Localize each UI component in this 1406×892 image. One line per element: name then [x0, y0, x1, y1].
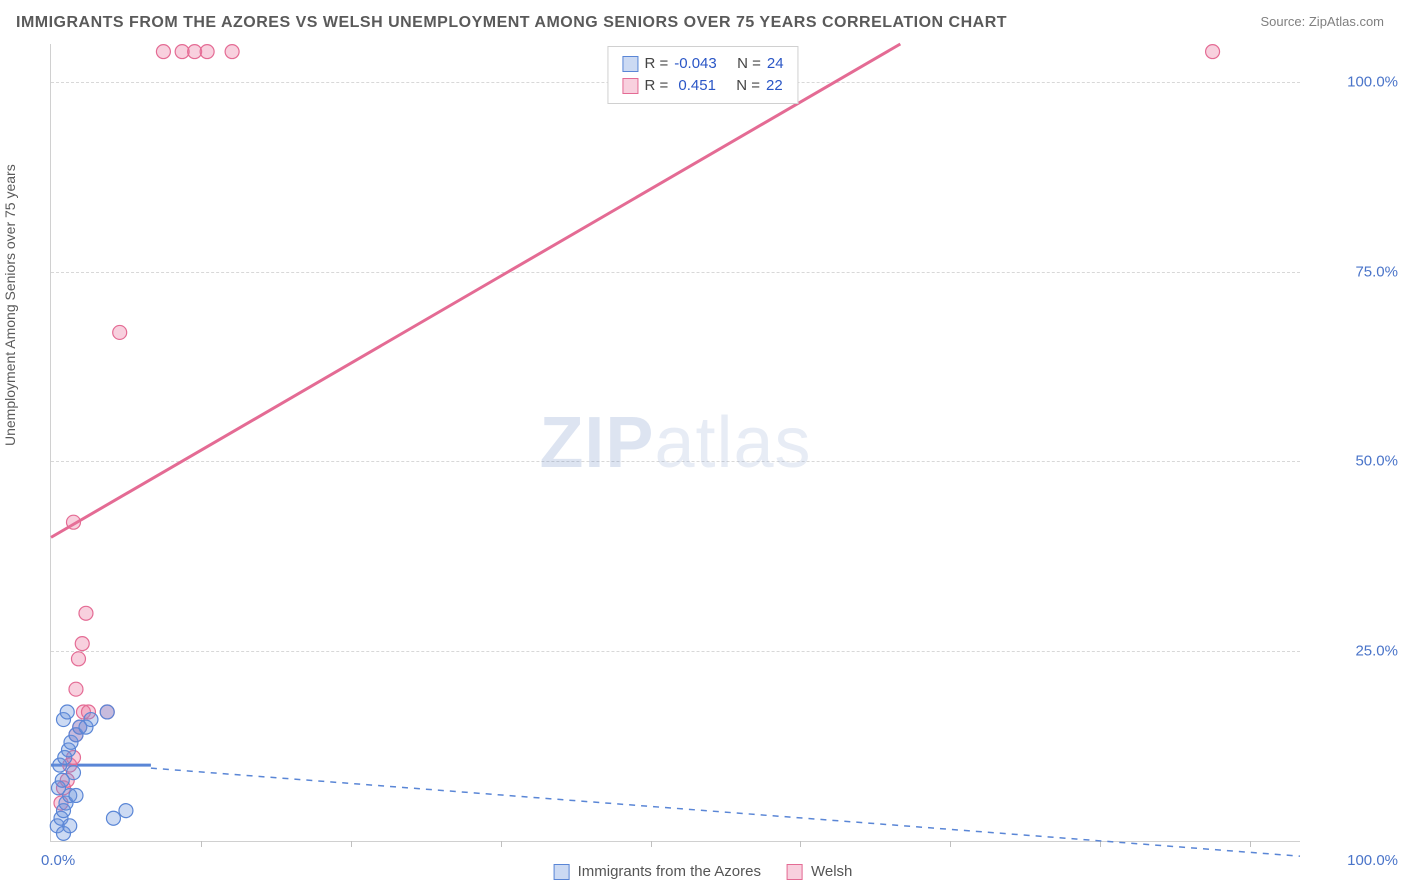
x-tick-mark: [800, 841, 801, 847]
x-tick-mark: [201, 841, 202, 847]
legend-row-blue: R = -0.043 N = 24: [622, 53, 783, 75]
data-point: [188, 45, 202, 59]
n-label: N =: [737, 53, 761, 75]
swatch-pink: [787, 864, 803, 880]
scatter-svg: [51, 44, 1300, 841]
y-tick-label: 75.0%: [1355, 263, 1398, 280]
data-point: [100, 705, 114, 719]
y-axis-label: Unemployment Among Seniors over 75 years: [2, 164, 18, 446]
correlation-legend: R = -0.043 N = 24 R = 0.451 N = 22: [607, 46, 798, 104]
data-point: [66, 515, 80, 529]
swatch-blue: [622, 56, 638, 72]
data-point: [156, 45, 170, 59]
data-point: [66, 766, 80, 780]
r-label: R =: [644, 53, 668, 75]
data-point: [69, 682, 83, 696]
trend-line: [151, 768, 1300, 856]
legend-row-pink: R = 0.451 N = 22: [622, 75, 783, 97]
trend-line: [51, 44, 900, 537]
data-point: [106, 811, 120, 825]
y-tick-label: 50.0%: [1355, 453, 1398, 470]
data-point: [113, 325, 127, 339]
r-value-pink: 0.451: [674, 75, 716, 97]
data-point: [175, 45, 189, 59]
n-value-pink: 22: [766, 75, 783, 97]
legend-item-blue: Immigrants from the Azores: [554, 863, 761, 880]
x-tick-max: 100.0%: [1347, 852, 1398, 869]
x-tick-mark: [1100, 841, 1101, 847]
x-tick-mark: [1250, 841, 1251, 847]
swatch-pink: [622, 78, 638, 94]
n-value-blue: 24: [767, 53, 784, 75]
data-point: [225, 45, 239, 59]
data-point: [63, 819, 77, 833]
x-tick-mark: [950, 841, 951, 847]
y-tick-label: 100.0%: [1347, 73, 1398, 90]
n-label: N =: [736, 75, 760, 97]
data-point: [119, 804, 133, 818]
data-point: [69, 788, 83, 802]
data-point: [1206, 45, 1220, 59]
source-attribution: Source: ZipAtlas.com: [1260, 14, 1384, 29]
legend-label-pink: Welsh: [811, 863, 852, 880]
r-label: R =: [644, 75, 668, 97]
x-tick-mark: [651, 841, 652, 847]
y-tick-label: 25.0%: [1355, 643, 1398, 660]
chart-title: IMMIGRANTS FROM THE AZORES VS WELSH UNEM…: [16, 14, 1007, 32]
legend-label-blue: Immigrants from the Azores: [578, 863, 761, 880]
data-point: [200, 45, 214, 59]
swatch-blue: [554, 864, 570, 880]
series-legend: Immigrants from the Azores Welsh: [554, 863, 853, 880]
data-point: [75, 637, 89, 651]
data-point: [60, 705, 74, 719]
legend-item-pink: Welsh: [787, 863, 852, 880]
x-tick-mark: [351, 841, 352, 847]
x-tick-mark: [501, 841, 502, 847]
r-value-blue: -0.043: [674, 53, 717, 75]
x-tick-min: 0.0%: [41, 852, 75, 869]
data-point: [71, 652, 85, 666]
plot-area: 0.0% 100.0% 25.0%50.0%75.0%100.0% ZIPatl…: [50, 44, 1300, 842]
data-point: [79, 606, 93, 620]
data-point: [84, 713, 98, 727]
